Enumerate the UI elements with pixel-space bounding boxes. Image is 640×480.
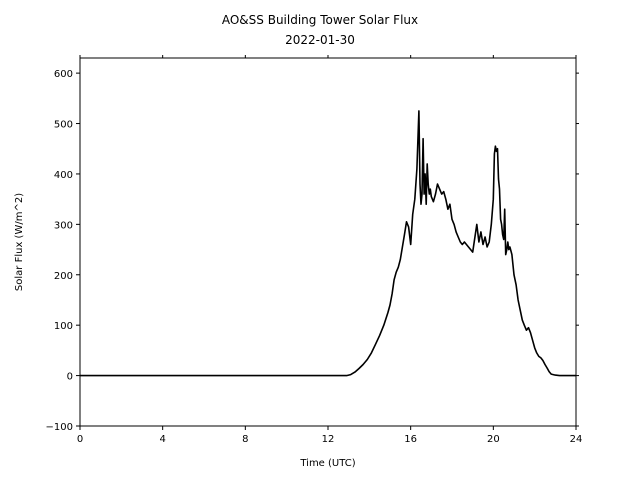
y-tick-label: 300 (54, 220, 73, 231)
y-axis-label: Solar Flux (W/m^2) (14, 193, 25, 291)
x-tick-label: 16 (404, 434, 417, 445)
chart-subtitle: 2022-01-30 (285, 33, 355, 47)
x-tick-label: 24 (570, 434, 583, 445)
x-tick-label: 12 (322, 434, 335, 445)
y-tick-label: 400 (54, 170, 73, 181)
chart-title: AO&SS Building Tower Solar Flux (222, 13, 418, 27)
y-tick-label: 100 (54, 321, 73, 332)
x-tick-label: 4 (159, 434, 165, 445)
series-line (80, 110, 576, 377)
x-tick-label: 8 (242, 434, 248, 445)
series-layer (80, 110, 576, 377)
x-tick-label: 20 (487, 434, 500, 445)
y-tick-label: 0 (67, 372, 73, 383)
y-tick-label: 600 (54, 69, 73, 80)
y-tick-label: 200 (54, 271, 73, 282)
plot-area (80, 58, 576, 426)
plot-frame (79, 57, 577, 427)
x-tick-label: 0 (77, 434, 83, 445)
y-tick-label: 500 (54, 120, 73, 131)
x-axis-ticks: 0 4 8 12 16 20 24 (77, 55, 583, 445)
y-tick-label: −100 (46, 422, 73, 433)
x-axis-label: Time (UTC) (299, 458, 355, 469)
